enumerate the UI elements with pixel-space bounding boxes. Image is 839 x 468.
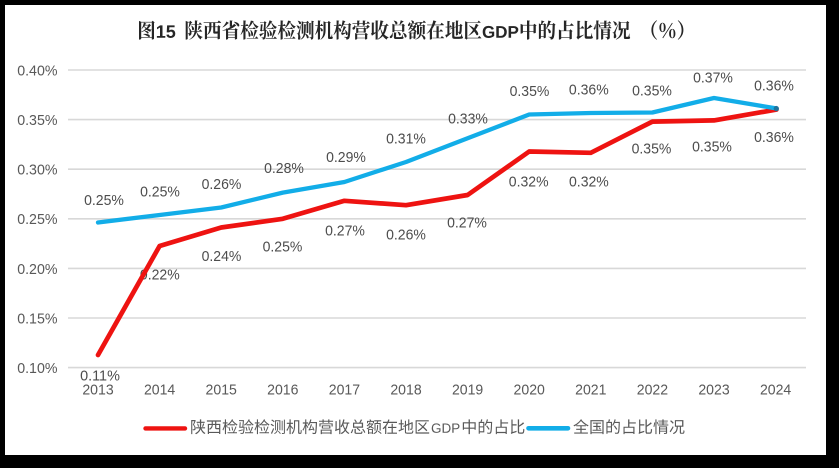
svg-text:0.35%: 0.35% (17, 112, 57, 129)
svg-text:0.35%: 0.35% (632, 140, 672, 157)
svg-text:0.26%: 0.26% (202, 176, 242, 193)
svg-text:2024: 2024 (760, 381, 791, 398)
svg-text:0.28%: 0.28% (264, 160, 304, 177)
svg-text:0.22%: 0.22% (140, 267, 180, 284)
svg-text:0.36%: 0.36% (569, 81, 609, 98)
svg-text:0.25%: 0.25% (17, 211, 57, 228)
svg-text:0.24%: 0.24% (202, 248, 242, 265)
svg-text:0.36%: 0.36% (754, 78, 794, 95)
svg-text:0.27%: 0.27% (447, 214, 487, 231)
svg-text:0.11%: 0.11% (80, 368, 120, 385)
svg-text:0.26%: 0.26% (386, 226, 426, 243)
svg-text:0.35%: 0.35% (510, 83, 550, 100)
svg-text:0.40%: 0.40% (17, 62, 57, 79)
svg-text:0.20%: 0.20% (17, 261, 57, 278)
svg-text:0.35%: 0.35% (692, 138, 732, 155)
svg-text:0.25%: 0.25% (84, 192, 124, 209)
svg-text:0.32%: 0.32% (569, 174, 609, 191)
svg-text:2014: 2014 (144, 381, 175, 398)
svg-text:2021: 2021 (575, 381, 606, 398)
svg-text:2019: 2019 (452, 381, 483, 398)
svg-text:2013: 2013 (82, 381, 113, 398)
svg-text:2017: 2017 (329, 381, 360, 398)
svg-text:0.36%: 0.36% (754, 129, 794, 146)
svg-text:0.33%: 0.33% (448, 110, 488, 127)
svg-text:0.15%: 0.15% (17, 310, 57, 327)
svg-text:0.25%: 0.25% (140, 184, 180, 201)
svg-text:0.37%: 0.37% (693, 69, 733, 86)
svg-text:0.10%: 0.10% (17, 360, 57, 377)
svg-text:2016: 2016 (267, 381, 298, 398)
svg-text:0.27%: 0.27% (325, 222, 365, 239)
svg-text:2023: 2023 (698, 381, 729, 398)
svg-text:0.25%: 0.25% (263, 238, 303, 255)
svg-text:0.32%: 0.32% (509, 174, 549, 191)
svg-text:0.31%: 0.31% (386, 130, 426, 147)
svg-text:2018: 2018 (390, 381, 421, 398)
svg-text:2020: 2020 (514, 381, 545, 398)
svg-text:2015: 2015 (206, 381, 237, 398)
svg-text:0.29%: 0.29% (326, 149, 366, 166)
svg-text:0.30%: 0.30% (17, 162, 57, 179)
svg-text:2022: 2022 (637, 381, 668, 398)
svg-text:0.35%: 0.35% (632, 82, 672, 99)
